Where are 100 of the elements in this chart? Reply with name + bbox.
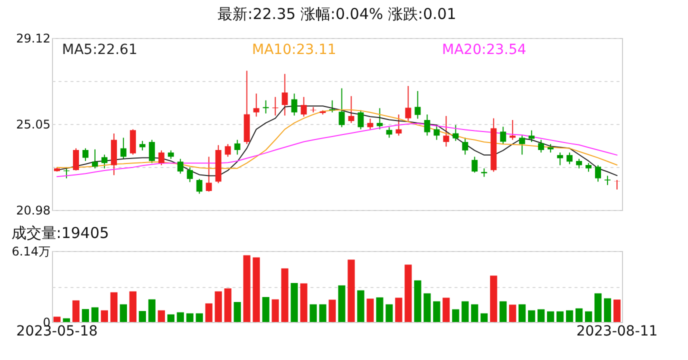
bar <box>252 257 260 322</box>
bar <box>196 313 203 322</box>
candlestick <box>557 152 564 166</box>
bar <box>82 309 90 322</box>
candlestick <box>234 139 240 156</box>
candlestick <box>253 93 260 118</box>
bar <box>224 288 232 322</box>
bar <box>584 311 592 322</box>
bar <box>186 313 194 322</box>
candlestick <box>291 93 298 116</box>
candlestick <box>282 73 288 116</box>
bar <box>319 304 326 322</box>
text: MA5:22.61 <box>62 42 138 58</box>
bar <box>91 307 99 322</box>
bar <box>414 280 422 322</box>
bar <box>366 298 374 322</box>
candlestick <box>262 100 269 114</box>
chart-title: 成交量:19405 <box>11 224 110 242</box>
candlestick <box>206 156 212 192</box>
bar <box>613 300 621 322</box>
bar <box>234 302 241 322</box>
bar <box>376 297 384 322</box>
candlestick <box>348 96 354 124</box>
bar <box>338 285 346 322</box>
bar <box>167 314 174 322</box>
candlestick <box>472 156 478 174</box>
bar <box>262 297 270 322</box>
candlestick <box>538 139 544 154</box>
bar <box>138 311 146 322</box>
bar <box>604 298 612 322</box>
candlestick <box>396 114 402 136</box>
candlestick <box>434 124 440 140</box>
candlestick <box>443 115 450 148</box>
text: MA20:23.54 <box>442 42 526 58</box>
bar <box>442 298 450 322</box>
bar <box>490 276 498 322</box>
x-tick-label: 2023-08-11 <box>576 324 658 340</box>
bar <box>158 310 165 322</box>
bar <box>462 301 469 322</box>
chart-title: 最新:22.35 涨幅:0.04% 涨跌:0.01 <box>218 5 456 23</box>
bar <box>243 255 250 322</box>
candlestick <box>614 179 620 190</box>
bar <box>62 318 70 322</box>
candlestick <box>310 106 316 113</box>
candlestick <box>177 158 184 174</box>
candlestick <box>82 148 88 162</box>
candlestick <box>158 150 164 166</box>
bar <box>556 311 564 322</box>
candlestick <box>92 148 98 169</box>
bar <box>547 311 554 322</box>
candlestick <box>566 152 573 165</box>
candlestick <box>519 135 526 156</box>
bar <box>404 264 412 322</box>
candlestick <box>528 130 535 142</box>
bar <box>528 310 536 322</box>
candlestick <box>376 108 383 130</box>
bar <box>281 268 288 322</box>
y-tick-label: 6.14万 <box>12 244 50 258</box>
candlestick <box>500 126 506 145</box>
bar <box>110 292 118 322</box>
y-tick-label: 20.98 <box>16 204 50 218</box>
bar <box>100 310 108 322</box>
bar <box>386 304 393 322</box>
bar <box>120 304 127 322</box>
bar <box>500 301 507 322</box>
text: MA10:23.11 <box>252 42 336 58</box>
candlestick <box>424 114 430 136</box>
candlestick <box>405 85 412 122</box>
candlestick <box>148 139 155 164</box>
bar <box>594 293 602 322</box>
bar <box>53 316 61 322</box>
candlestick <box>139 140 146 151</box>
candlestick <box>329 100 336 113</box>
bar <box>214 291 222 322</box>
x-tick-label: 2023-05-18 <box>16 324 98 340</box>
bar <box>395 298 402 322</box>
candlestick <box>72 148 79 171</box>
bar <box>310 304 317 322</box>
candlestick <box>367 118 374 130</box>
bar <box>575 308 583 322</box>
bar <box>272 299 279 322</box>
bar <box>72 300 80 322</box>
bar <box>148 299 156 322</box>
candlestick <box>338 88 345 128</box>
y-tick-label: 29.12 <box>16 32 50 46</box>
candlestick <box>186 166 193 183</box>
candlestick <box>358 110 364 130</box>
y-tick-label: 25.05 <box>16 118 50 132</box>
candlestick <box>130 128 136 156</box>
candlestick <box>604 175 611 186</box>
candlestick <box>101 154 108 169</box>
bar <box>300 283 308 322</box>
bar <box>290 283 298 322</box>
candlestick <box>452 124 459 142</box>
bar <box>328 300 336 322</box>
candlestick <box>462 137 468 156</box>
bar <box>348 260 355 322</box>
candlestick <box>386 126 392 138</box>
bar <box>480 313 488 322</box>
candlestick <box>595 164 602 182</box>
